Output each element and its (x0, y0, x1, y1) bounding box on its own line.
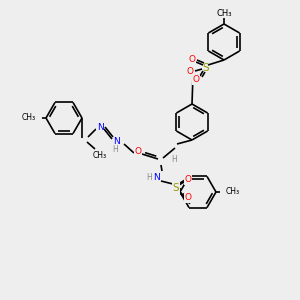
Text: CH₃: CH₃ (93, 152, 107, 160)
Text: O: O (193, 76, 200, 85)
Text: S: S (173, 183, 179, 193)
Text: O: O (184, 194, 191, 202)
Text: O: O (187, 68, 194, 76)
Text: CH₃: CH₃ (22, 113, 36, 122)
Text: S: S (203, 63, 209, 73)
Text: N: N (153, 172, 159, 182)
Text: H: H (146, 172, 152, 182)
Text: O: O (188, 56, 196, 64)
Text: H: H (112, 146, 118, 154)
Text: N: N (112, 137, 119, 146)
Text: H: H (171, 155, 177, 164)
Text: N: N (97, 122, 104, 131)
Text: CH₃: CH₃ (216, 10, 232, 19)
Text: CH₃: CH₃ (226, 188, 240, 196)
Text: O: O (134, 148, 142, 157)
Text: O: O (184, 176, 191, 184)
